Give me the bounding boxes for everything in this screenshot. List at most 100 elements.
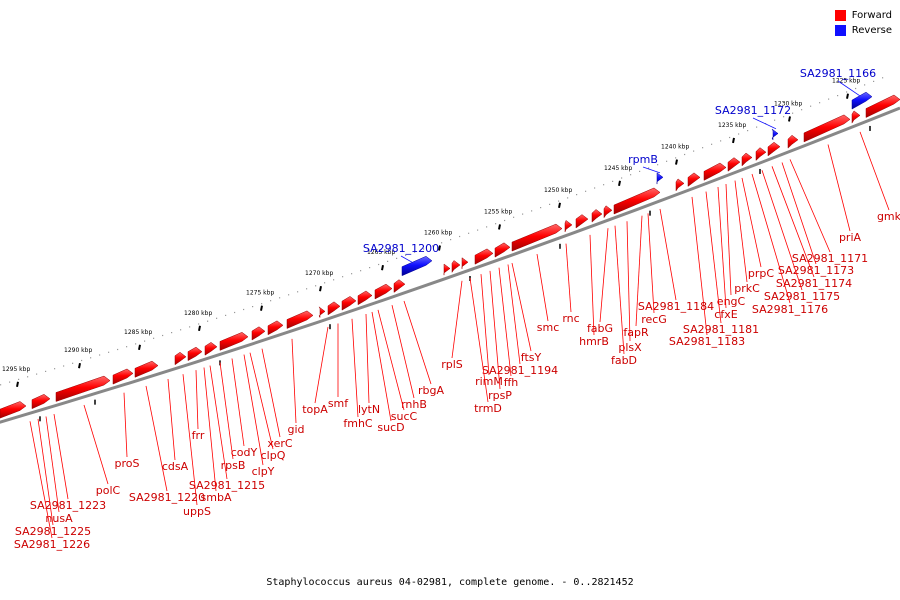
tick-label: 1285 kbp [124, 329, 152, 336]
forward-gene [511, 223, 563, 252]
gene-label: SA2981_1181 [683, 323, 759, 336]
reverse-gene [851, 91, 873, 110]
forward-gene [474, 248, 494, 265]
gene-label: prkC [734, 282, 760, 295]
tick-mark [260, 305, 263, 311]
tick-label: 1245 kbp [604, 165, 632, 172]
gene-label: engC [717, 295, 746, 308]
gene-label: rnhB [401, 398, 427, 411]
forward-gene [55, 375, 111, 402]
gene-label: SA2981_1166 [800, 67, 876, 80]
forward-gene [865, 94, 900, 118]
gene-label: SA2981_1176 [752, 303, 828, 316]
forward-gene [603, 205, 613, 219]
gene-label: SA2981_1215 [189, 479, 265, 492]
gene-label: gmk [877, 210, 900, 223]
gene-label: smf [328, 397, 349, 410]
map-caption: Staphylococcus aureus 04-02981, complete… [266, 577, 634, 588]
tick-label: 1265 kbp [367, 249, 395, 256]
gene-label: SA2981_1220 [129, 491, 205, 504]
gene-label: rpsP [488, 389, 512, 402]
gene-label: SA2981_1183 [669, 335, 745, 348]
forward-gene [327, 301, 341, 316]
forward-gene [767, 141, 781, 157]
legend-reverse: Reverse [834, 23, 892, 38]
tick-mark [732, 137, 735, 144]
gene-label: priA [839, 231, 862, 244]
tick-mark [675, 159, 678, 165]
tick-label: 1250 kbp [544, 187, 572, 194]
gene-label: cfxE [714, 308, 737, 321]
forward-gene [204, 342, 218, 356]
tick-mark [78, 363, 81, 369]
gene-label: uppS [183, 505, 211, 518]
gene-label: rnc [562, 312, 579, 325]
gene-label: SA2981_1223 [30, 499, 106, 512]
forward-gene [443, 263, 451, 276]
gene-label: fmhC [343, 417, 373, 430]
forward-gene [687, 172, 701, 187]
reverse-gene [401, 256, 433, 277]
genome-backbone [0, 106, 900, 424]
forward-gene [613, 187, 661, 215]
gene-label: polC [96, 484, 121, 497]
forward-gene [741, 152, 753, 167]
forward-gene [575, 214, 589, 229]
tick-mark [788, 116, 791, 122]
forward-gene [703, 162, 727, 181]
gene-label: smbA [201, 491, 232, 504]
forward-gene [219, 332, 249, 351]
tick-label: 1290 kbp [64, 347, 92, 354]
gene-label: hmrB [579, 335, 609, 348]
gene-label: SA2981_1200 [363, 242, 439, 255]
tick-label: 1230 kbp [774, 100, 802, 107]
gene-label: rpsB [221, 459, 246, 472]
forward-gene [675, 178, 685, 192]
legend-forward: Forward [834, 8, 892, 23]
tick-label: 1275 kbp [246, 290, 274, 297]
tick-label: 1235 kbp [718, 122, 746, 129]
forward-gene [727, 157, 741, 172]
legend-forward-label: Forward [851, 10, 892, 21]
tick-mark [198, 325, 201, 331]
gene-label: rpmB [628, 153, 658, 166]
forward-gene [461, 257, 469, 269]
forward-gene [451, 260, 461, 274]
gene-label: codY [231, 446, 258, 459]
forward-gene [187, 346, 203, 362]
forward-gene [803, 114, 851, 143]
tick-mark [618, 180, 621, 186]
gene-label: SA2981_1226 [14, 538, 90, 551]
tick-marks: 1225 kbp 1230 kbp 1235 kbp 1240 kbp 1245 kbp… [0, 77, 884, 422]
gene-label: lytN [358, 403, 380, 416]
gene-label: fabG [587, 322, 613, 335]
gene-label: SA2981_1225 [15, 525, 91, 538]
tick-label: 1260 kbp [424, 230, 452, 237]
tick-label: 1295 kbp [2, 366, 30, 373]
tick-mark [319, 286, 322, 292]
gene-label: SA2981_1184 [638, 300, 714, 313]
gene-label: SA2981_1174 [776, 277, 852, 290]
gene-label: SA2981_1175 [764, 290, 840, 303]
tick-mark [558, 202, 561, 208]
tick-label: 1255 kbp [484, 208, 512, 215]
gene-label: sucC [391, 410, 418, 423]
gene-label: SA2981_1194 [482, 364, 558, 377]
tick-label: 1240 kbp [661, 144, 689, 151]
forward-gene [357, 290, 373, 306]
gene-label: cdsA [162, 460, 189, 473]
reverse-gene [656, 172, 664, 185]
gene-label: SA2981_1172 [715, 104, 791, 117]
forward-gene [494, 242, 511, 258]
tick-label: 1225 kbp [832, 78, 860, 85]
gene-label: SA2981_1173 [778, 264, 854, 277]
legend: Forward Reverse [834, 8, 892, 38]
gene-label: clpY [252, 465, 275, 478]
tick-mark [16, 381, 19, 387]
forward-gene [341, 296, 357, 311]
tick-mark [846, 93, 849, 99]
tick-label: 1270 kbp [305, 270, 333, 277]
tick-mark [381, 265, 384, 271]
tick-label: 1280 kbp [184, 310, 212, 317]
